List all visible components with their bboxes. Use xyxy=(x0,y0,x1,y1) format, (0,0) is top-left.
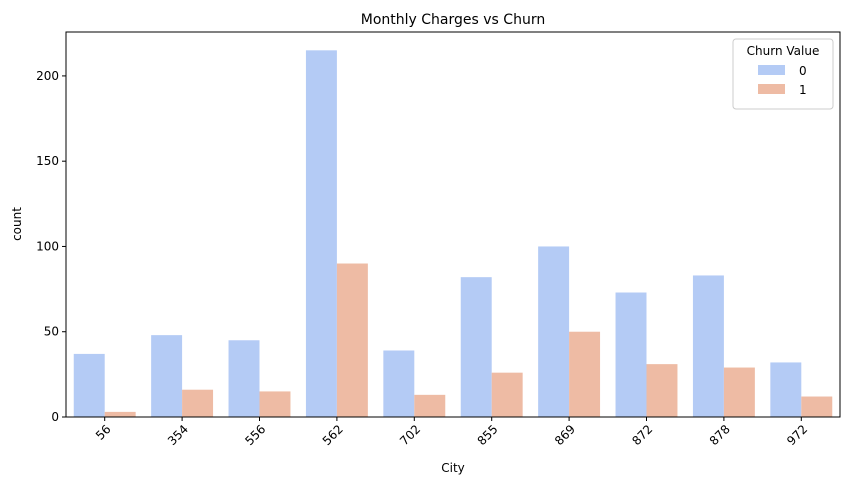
y-tick-label-100: 100 xyxy=(36,239,59,253)
bar-702-series-1 xyxy=(414,394,446,417)
x-tick-label-869: 869 xyxy=(552,422,578,448)
plot-area: 0 50 100 150 200 56 354 556 562 702 855 869 872 878 97… xyxy=(36,31,841,448)
series-1 xyxy=(104,263,833,417)
legend-title: Churn Value xyxy=(747,44,820,58)
bar-855-series-0 xyxy=(460,277,492,417)
x-tick-label-972: 972 xyxy=(784,422,810,448)
legend-swatch-0 xyxy=(758,65,785,75)
x-tick-label-56: 56 xyxy=(93,422,114,443)
x-tick-label-855: 855 xyxy=(475,422,501,448)
y-tick-label-200: 200 xyxy=(36,69,59,83)
bar-354-series-1 xyxy=(182,389,214,417)
series-0 xyxy=(73,50,802,417)
bar-56-series-1 xyxy=(104,411,136,417)
bar-556-series-0 xyxy=(228,340,260,417)
x-tick-label-702: 702 xyxy=(397,422,423,448)
bar-872-series-1 xyxy=(646,364,678,417)
bar-972-series-1 xyxy=(801,396,833,417)
bar-56-series-0 xyxy=(73,353,105,417)
y-tick-label-50: 50 xyxy=(44,325,59,339)
bar-972-series-0 xyxy=(770,362,802,417)
bar-869-series-1 xyxy=(569,331,601,417)
bar-702-series-0 xyxy=(383,350,415,417)
x-tick-label-556: 556 xyxy=(242,422,268,448)
chart-title: Monthly Charges vs Churn xyxy=(361,12,545,28)
x-tick-label-878: 878 xyxy=(707,422,733,448)
bar-878-series-0 xyxy=(692,275,724,417)
x-tick-label-562: 562 xyxy=(320,422,346,448)
bar-872-series-0 xyxy=(615,292,647,417)
legend-swatch-1 xyxy=(758,84,785,94)
legend-label-0: 0 xyxy=(799,64,807,78)
y-tick-label-150: 150 xyxy=(36,154,59,168)
y-tick-label-0: 0 xyxy=(51,410,59,424)
bar-869-series-0 xyxy=(538,246,570,417)
plot-frame xyxy=(65,31,841,418)
x-tick-label-872: 872 xyxy=(629,422,655,448)
bar-562-series-1 xyxy=(336,263,368,417)
bar-855-series-1 xyxy=(491,372,523,417)
y-axis-title: count xyxy=(10,207,24,241)
bar-878-series-1 xyxy=(723,367,755,417)
bar-556-series-1 xyxy=(259,391,291,417)
legend-label-1: 1 xyxy=(799,83,807,97)
x-tick-label-354: 354 xyxy=(165,422,191,448)
legend: Churn Value 0 1 xyxy=(732,38,834,110)
bar-562-series-0 xyxy=(305,50,337,417)
bar-354-series-0 xyxy=(151,335,183,417)
x-axis-title: City xyxy=(441,461,465,475)
